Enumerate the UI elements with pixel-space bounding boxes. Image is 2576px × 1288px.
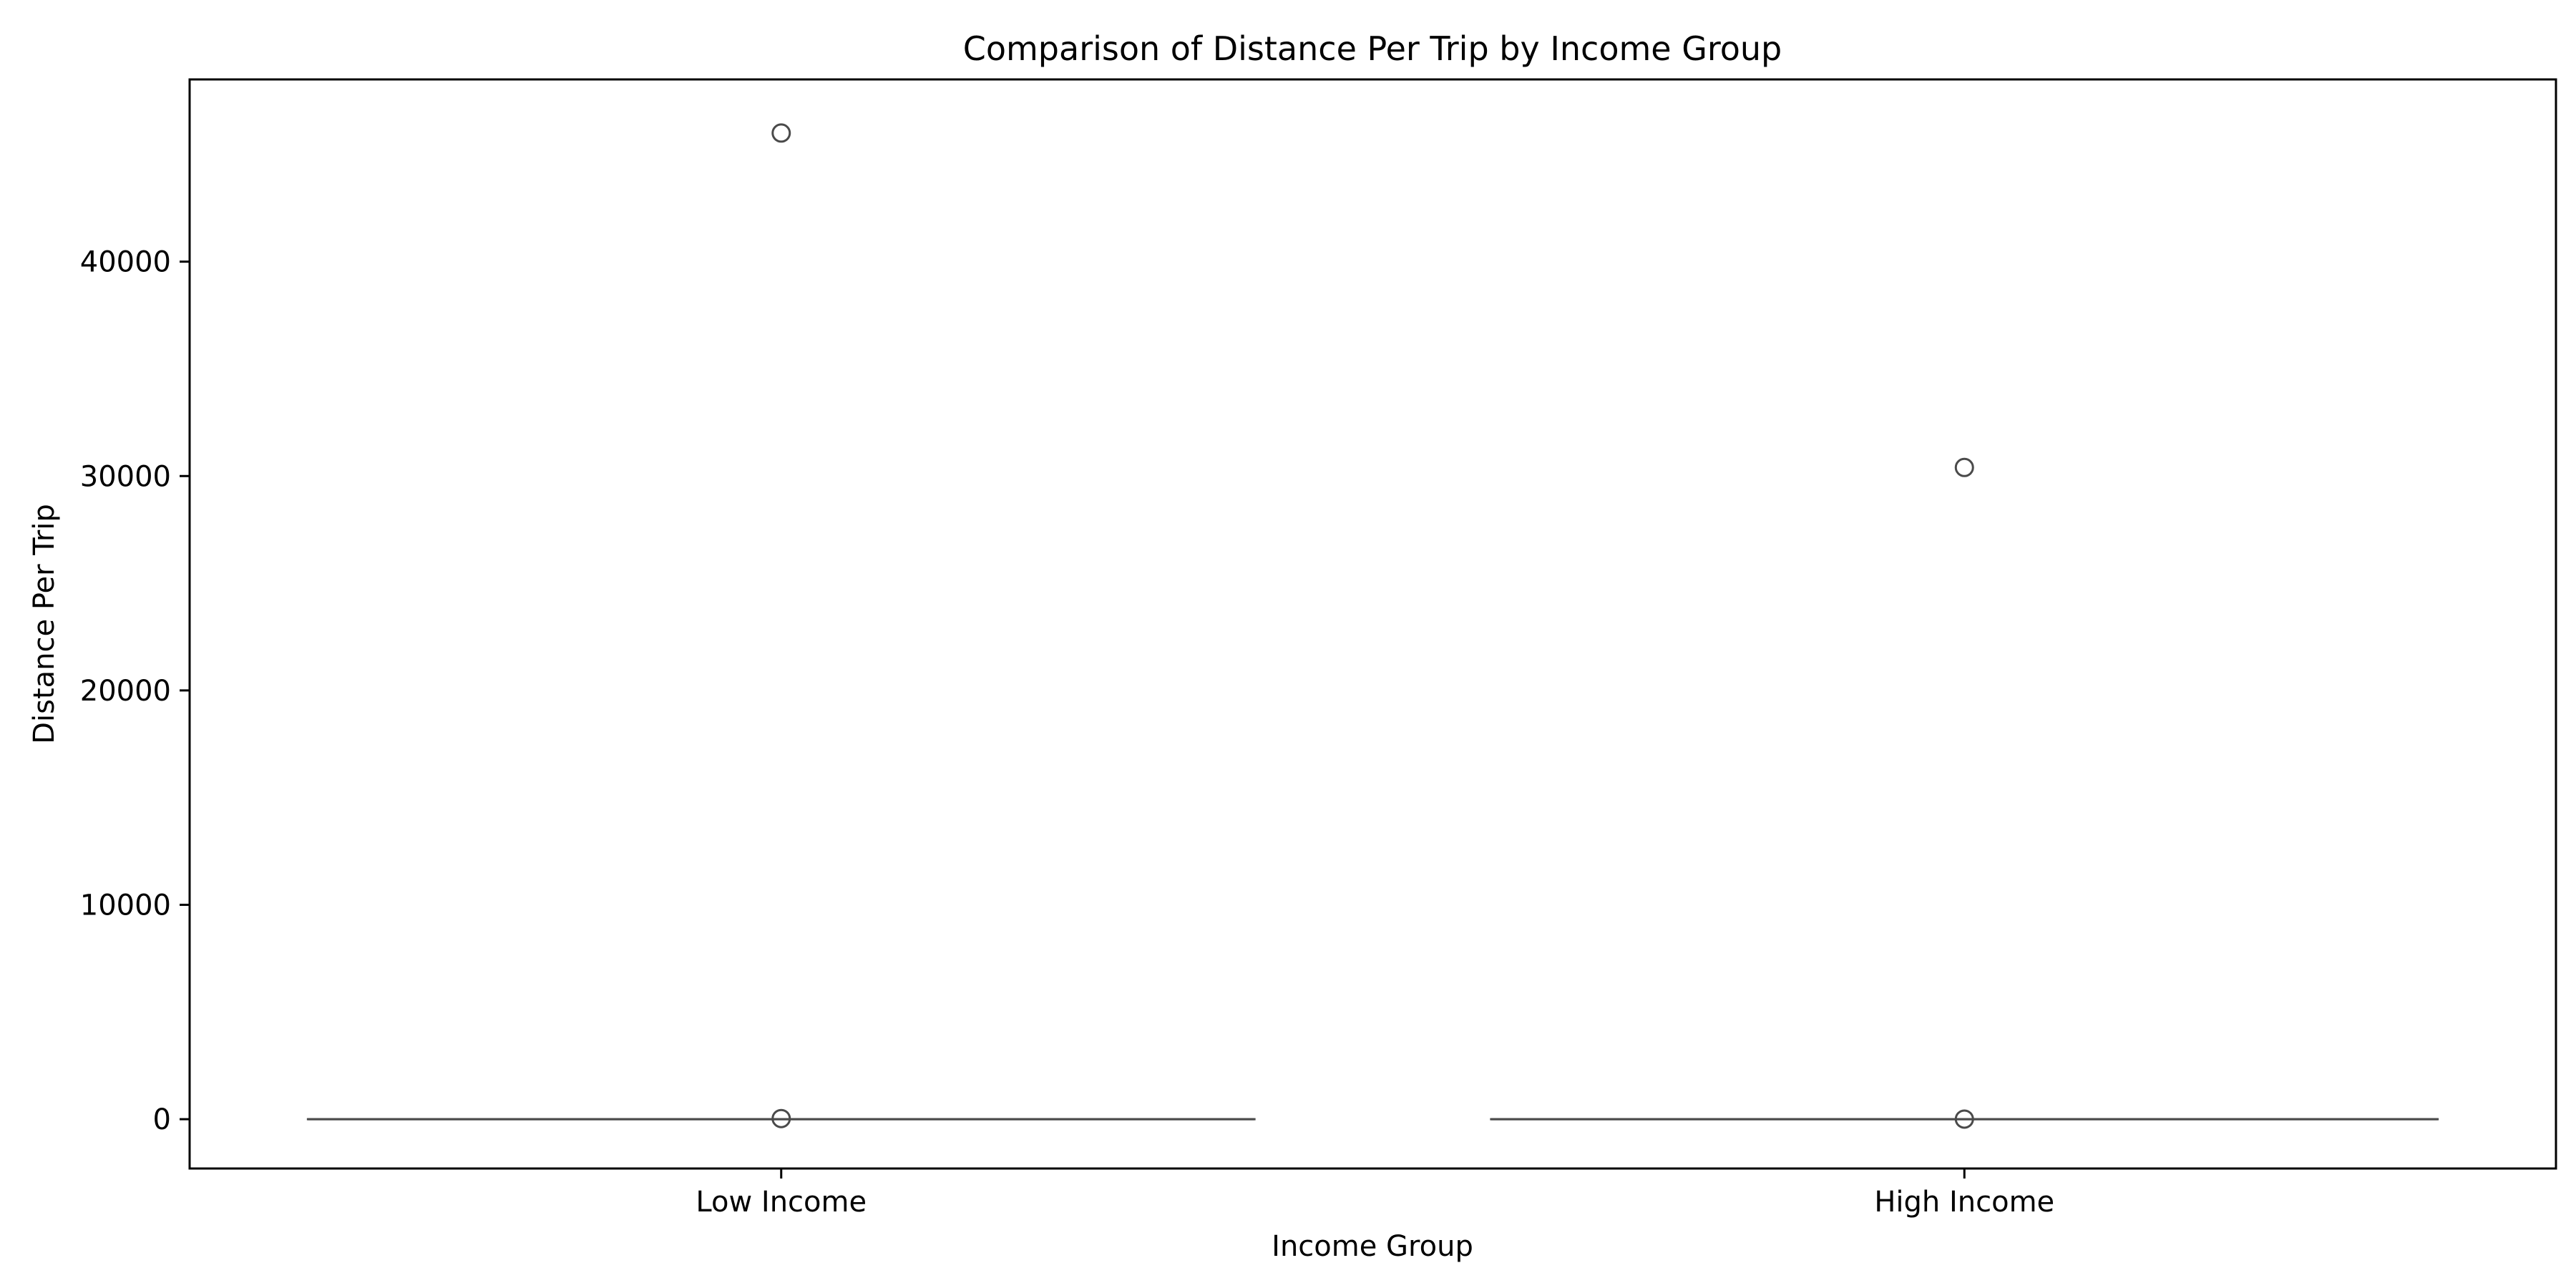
x-tick-label: Low Income [696,1186,867,1219]
x-tick-label: High Income [1874,1186,2054,1219]
y-tick-label: 30000 [80,460,171,493]
box-low-income [306,123,1256,1128]
x-axis: Low Income High Income [696,1169,2054,1219]
y-tick-label: 10000 [80,889,171,922]
y-tick-label: 20000 [80,675,171,708]
y-axis: 0 10000 20000 30000 40000 [80,246,190,1136]
outlier-point [771,123,791,143]
plot-frame [188,78,2557,1170]
outlier-point [1954,1109,1974,1129]
box-high-income [1490,457,2439,1129]
x-axis-label: Income Group [1272,1230,1473,1263]
chart-title: Comparison of Distance Per Trip by Incom… [963,29,1782,68]
outlier-point [1954,457,1974,477]
y-axis-label: Distance Per Trip [28,504,61,744]
plot-area [306,123,2439,1129]
outlier-point [771,1108,791,1128]
y-tick-label: 0 [153,1103,171,1136]
y-tick-label: 40000 [80,246,171,279]
